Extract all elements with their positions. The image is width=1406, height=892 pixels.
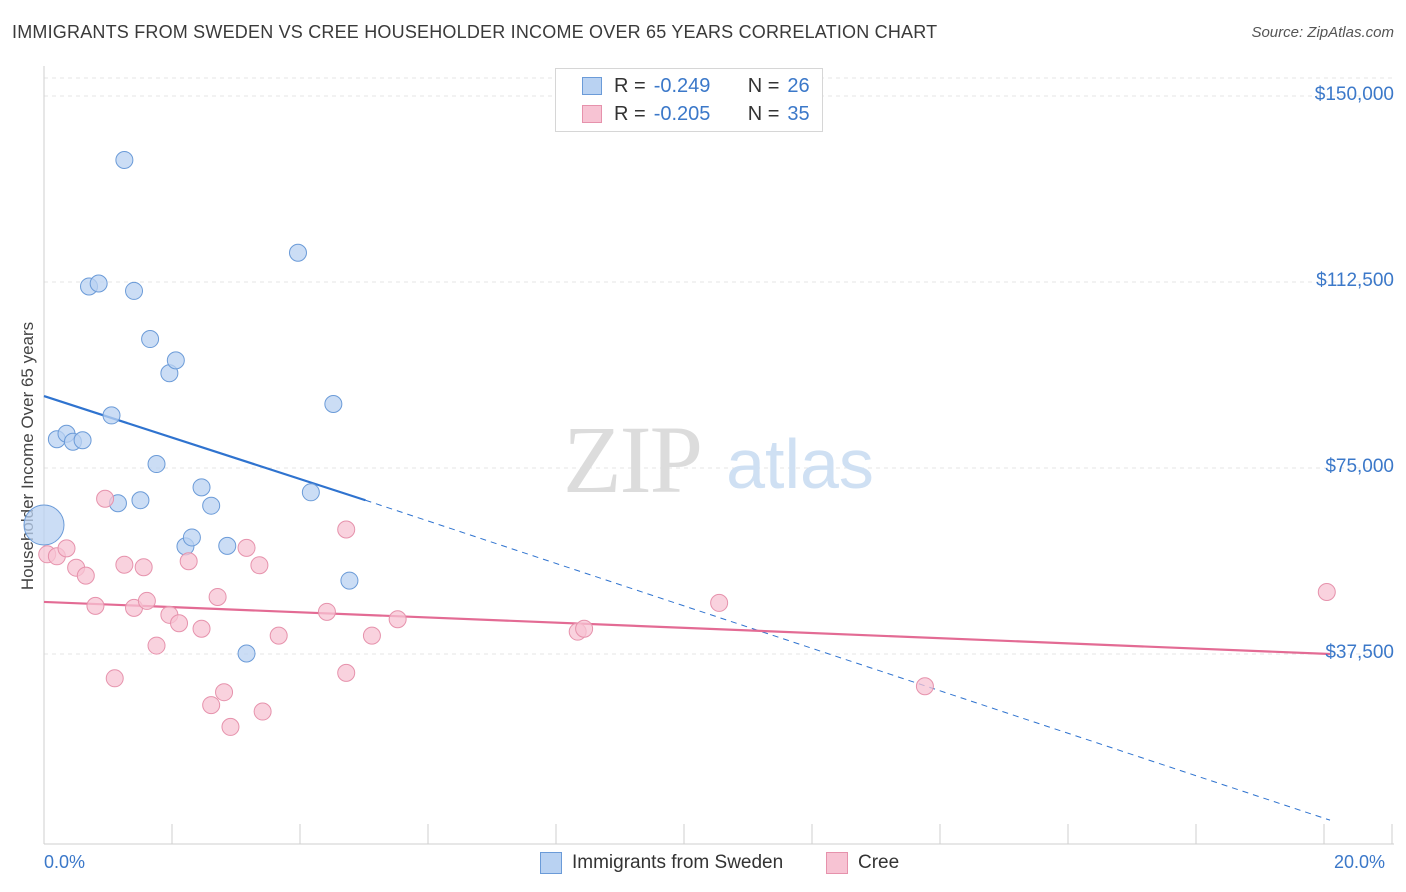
sweden-point bbox=[73, 431, 92, 450]
trend-line-sweden bbox=[43, 395, 366, 502]
cree-point bbox=[134, 558, 153, 577]
cree-point bbox=[202, 696, 221, 715]
data-points bbox=[23, 150, 1336, 736]
cree-point bbox=[76, 566, 95, 585]
sweden-point bbox=[23, 504, 65, 546]
cree-point bbox=[57, 539, 76, 558]
y-tick-label: $37,500 bbox=[1325, 642, 1394, 663]
legend-n-label: N = bbox=[747, 102, 780, 125]
cree-point bbox=[105, 669, 124, 688]
cree-point bbox=[575, 619, 594, 638]
cree-point bbox=[269, 626, 288, 645]
legend-n-label: N = bbox=[747, 74, 780, 97]
cree-point bbox=[317, 602, 336, 621]
sweden-point bbox=[288, 243, 307, 262]
cree-point bbox=[362, 626, 381, 645]
sweden-point bbox=[166, 351, 185, 370]
x-tick-max: 20.0% bbox=[1334, 852, 1386, 872]
cree-point bbox=[337, 663, 356, 682]
sweden-point bbox=[182, 528, 201, 547]
source-label: Source: ZipAtlas.com bbox=[1251, 24, 1394, 41]
cree-point bbox=[337, 520, 356, 539]
legend-r-value: -0.249 bbox=[653, 74, 711, 97]
cree-point bbox=[86, 596, 105, 615]
cree-point bbox=[208, 587, 227, 606]
bottom-legend-cree: Cree bbox=[826, 852, 899, 874]
stats-legend: R = -0.249 N = 26 R = -0.205 N = 35 bbox=[555, 68, 823, 132]
watermark: ZIP atlas bbox=[563, 406, 874, 513]
gridlines bbox=[44, 77, 1394, 655]
cree-point bbox=[710, 593, 729, 612]
cree-point bbox=[388, 610, 407, 629]
sweden-point bbox=[115, 150, 134, 169]
sweden-point bbox=[102, 406, 121, 425]
cree-point bbox=[250, 556, 269, 575]
sweden-point bbox=[237, 644, 256, 663]
cree-point bbox=[170, 614, 189, 633]
trend-line-cree bbox=[43, 600, 1331, 656]
cree-point bbox=[96, 489, 115, 508]
sweden-point bbox=[301, 483, 320, 502]
y-tick-label: $112,500 bbox=[1316, 270, 1394, 291]
sweden-point bbox=[125, 281, 144, 300]
axes bbox=[43, 66, 1394, 845]
sweden-point bbox=[192, 478, 211, 497]
chart-title: IMMIGRANTS FROM SWEDEN VS CREE HOUSEHOLD… bbox=[12, 22, 938, 42]
cree-point bbox=[147, 636, 166, 655]
legend-series-label: Cree bbox=[858, 852, 900, 873]
legend-row-sweden: R = -0.249 N = 26 bbox=[582, 73, 810, 99]
cree-point bbox=[1317, 583, 1336, 601]
cree-point bbox=[237, 538, 256, 557]
legend-row-cree: R = -0.205 N = 35 bbox=[582, 101, 810, 127]
trend-lines bbox=[43, 395, 1331, 821]
legend-n-value: 26 bbox=[787, 74, 810, 97]
cree-point bbox=[179, 552, 198, 571]
legend-r-label: R = bbox=[614, 74, 646, 97]
cree-point bbox=[915, 677, 934, 696]
cree-point bbox=[115, 555, 134, 574]
cree-point bbox=[192, 619, 211, 638]
y-tick-label: $75,000 bbox=[1325, 456, 1394, 477]
sweden-point bbox=[324, 395, 343, 414]
cree-point bbox=[221, 717, 240, 736]
legend-swatch-pink bbox=[582, 105, 602, 123]
sweden-point bbox=[141, 330, 160, 349]
legend-swatch-blue bbox=[582, 77, 602, 95]
legend-r-value: -0.205 bbox=[653, 102, 711, 125]
legend-r-label: R = bbox=[614, 102, 646, 125]
trend-line-sweden-extension bbox=[365, 499, 1331, 821]
sweden-point bbox=[340, 571, 359, 590]
legend-swatch-pink bbox=[826, 852, 848, 874]
watermark-zip: ZIP bbox=[563, 406, 701, 513]
sweden-point bbox=[89, 274, 108, 293]
sweden-point bbox=[218, 536, 237, 555]
legend-swatch-blue bbox=[540, 852, 562, 874]
legend-series-label: Immigrants from Sweden bbox=[572, 852, 784, 873]
sweden-point bbox=[131, 491, 150, 510]
bottom-legend-sweden: Immigrants from Sweden bbox=[540, 852, 783, 874]
cree-point bbox=[215, 683, 234, 702]
y-tick-label: $150,000 bbox=[1314, 84, 1394, 105]
sweden-point bbox=[202, 496, 221, 515]
cree-point bbox=[137, 591, 156, 610]
cree-point bbox=[253, 702, 272, 721]
x-tick-min: 0.0% bbox=[44, 852, 86, 872]
legend-n-value: 35 bbox=[787, 102, 810, 125]
watermark-atlas: atlas bbox=[726, 425, 874, 503]
sweden-point bbox=[147, 455, 166, 474]
